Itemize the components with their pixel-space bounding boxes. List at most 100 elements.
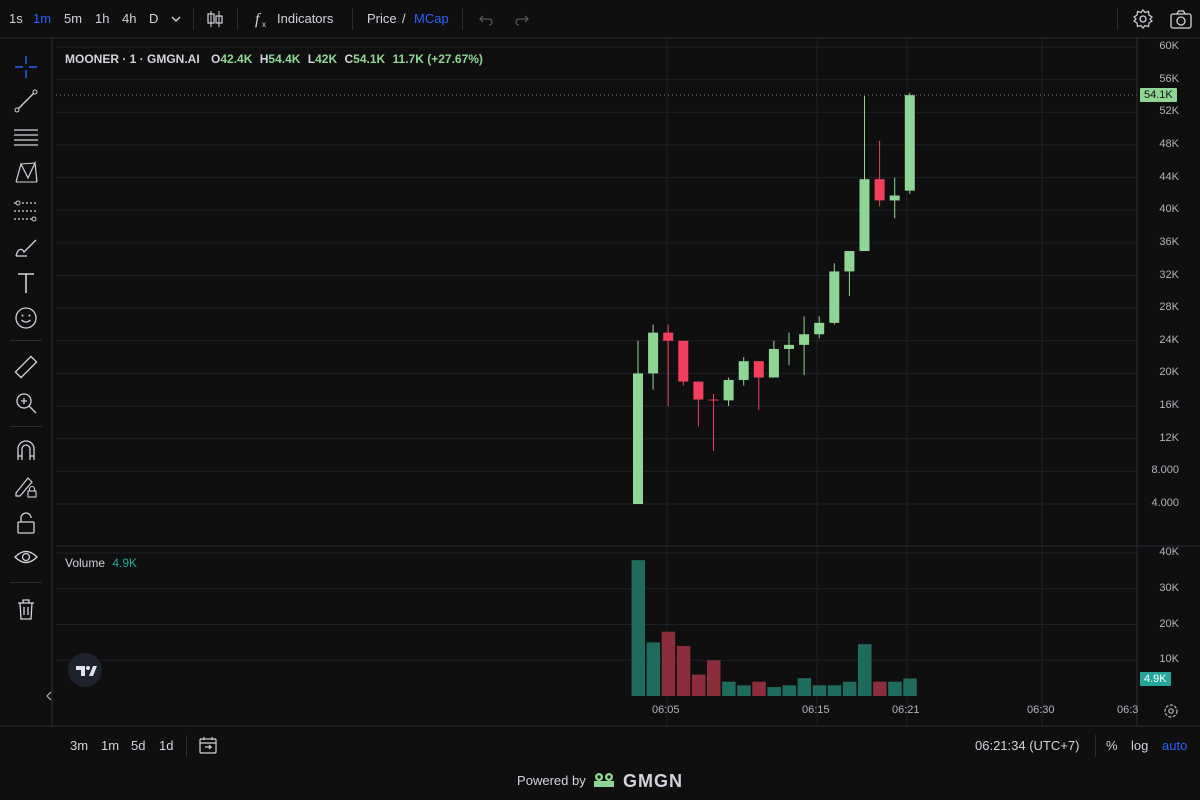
volume-tick: 20K [1159, 617, 1179, 630]
pattern-tool-icon[interactable] [13, 160, 39, 186]
timeframe-4h[interactable]: 4h [122, 11, 137, 26]
last-volume-badge: 4.9K [1140, 672, 1171, 686]
mcap-toggle[interactable]: MCap [414, 11, 449, 26]
candle-body [874, 179, 885, 201]
trash-icon[interactable] [13, 596, 39, 622]
candle [693, 381, 704, 427]
undo-icon[interactable] [478, 11, 494, 27]
toolbar-divider [462, 8, 463, 30]
volume-tick: 40K [1159, 546, 1179, 558]
toolbar-divider [10, 426, 42, 427]
lock-icon[interactable] [13, 510, 39, 536]
timeframe-1h[interactable]: 1h [95, 11, 110, 26]
crosshair-icon[interactable] [13, 54, 39, 80]
eye-icon[interactable] [13, 544, 39, 570]
candle [904, 92, 915, 194]
log-scale-toggle[interactable]: log [1131, 738, 1149, 753]
horizontal-lines-icon[interactable] [13, 124, 39, 150]
magnet-icon[interactable] [13, 438, 39, 464]
candle [738, 357, 749, 386]
candle-body [753, 361, 764, 378]
time-tick: 06:3 [1117, 704, 1139, 716]
volume-bar [767, 687, 781, 696]
volume-bar [722, 681, 736, 696]
candle-body [648, 332, 659, 374]
camera-icon[interactable] [1169, 8, 1193, 30]
brush-icon[interactable] [13, 234, 39, 260]
trend-line-icon[interactable] [13, 88, 39, 114]
candle [723, 377, 734, 407]
timeframe-1s[interactable]: 1s [9, 11, 23, 26]
toolbar-divider [1095, 735, 1096, 757]
chart-grid [56, 38, 1137, 726]
auto-scale-toggle[interactable]: auto [1162, 738, 1188, 753]
candle-body [708, 399, 719, 401]
indicators-button[interactable]: Indicators [277, 11, 334, 26]
range-1m[interactable]: 1m [101, 738, 120, 753]
time-tick: 06:30 [1027, 704, 1055, 716]
candle [678, 340, 689, 386]
change-value: 11.7K (+27.67%) [392, 52, 483, 66]
volume-bar [873, 681, 887, 696]
tradingview-logo[interactable] [68, 653, 102, 687]
price-tick: 4.000 [1151, 497, 1179, 509]
candle-body [814, 322, 825, 335]
toolbar-divider [1117, 8, 1118, 30]
time-tick: 06:05 [652, 704, 680, 716]
toolbar-divider [10, 340, 42, 341]
candle [768, 340, 779, 378]
candle [814, 316, 825, 339]
time-tick: 06:15 [802, 704, 830, 716]
gear-icon[interactable] [1132, 8, 1154, 30]
candle [633, 340, 643, 504]
candle [844, 251, 855, 296]
price-toggle[interactable]: Price [367, 11, 397, 26]
lock-drawing-icon[interactable] [13, 474, 39, 500]
emoji-icon[interactable] [13, 305, 39, 331]
range-1d[interactable]: 1d [159, 738, 174, 753]
text-tool-icon[interactable] [13, 270, 39, 296]
candle [874, 140, 885, 207]
range-3m[interactable]: 3m [70, 738, 89, 753]
collapse-toolbar-icon[interactable] [44, 690, 54, 702]
candle-body [678, 340, 689, 382]
price-tick: 60K [1159, 40, 1179, 52]
timeframe-1m[interactable]: 1m [33, 11, 52, 26]
price-tick: 16K [1159, 399, 1179, 412]
price-mcap-separator: / [402, 11, 406, 26]
volume-bar [707, 660, 721, 696]
fib-retracement-icon[interactable] [13, 198, 39, 224]
powered-by-footer: Powered by GMGN [0, 770, 1200, 792]
clock-timezone[interactable]: 06:21:34 (UTC+7) [975, 738, 1080, 753]
redo-icon[interactable] [514, 11, 530, 27]
price-tick: 40K [1159, 203, 1179, 216]
close-value: 54.1K [353, 52, 386, 66]
percent-scale-toggle[interactable]: % [1106, 738, 1118, 753]
timeframe-5m[interactable]: 5m [64, 11, 83, 26]
candle [708, 393, 719, 451]
candle-body [663, 332, 674, 341]
candle-body [738, 361, 749, 380]
zoom-in-icon[interactable] [13, 390, 39, 416]
range-5d[interactable]: 5d [131, 738, 146, 753]
axis-settings-icon[interactable] [1163, 703, 1179, 719]
candlestick-type-icon[interactable] [204, 9, 226, 29]
price-tick: 24K [1159, 333, 1179, 346]
gmgn-brand[interactable]: GMGN [622, 771, 683, 791]
candle [799, 316, 810, 376]
toolbar-divider [352, 8, 353, 30]
function-fx-icon[interactable]: f x [253, 9, 271, 29]
volume-label: Volume [65, 556, 106, 570]
timeframe-d[interactable]: D [149, 11, 159, 26]
high-label: H [259, 52, 269, 66]
ruler-icon[interactable] [13, 354, 39, 380]
powered-by-text: Powered by [517, 773, 586, 788]
volume-bar [646, 642, 661, 696]
symbol-name[interactable]: MOONER · 1 · GMGN.AI [65, 52, 200, 66]
volume-bar [812, 685, 827, 696]
goto-date-icon[interactable] [197, 735, 219, 755]
chevron-down-icon[interactable] [170, 13, 182, 25]
open-label: O [211, 52, 221, 66]
candle [663, 324, 674, 407]
